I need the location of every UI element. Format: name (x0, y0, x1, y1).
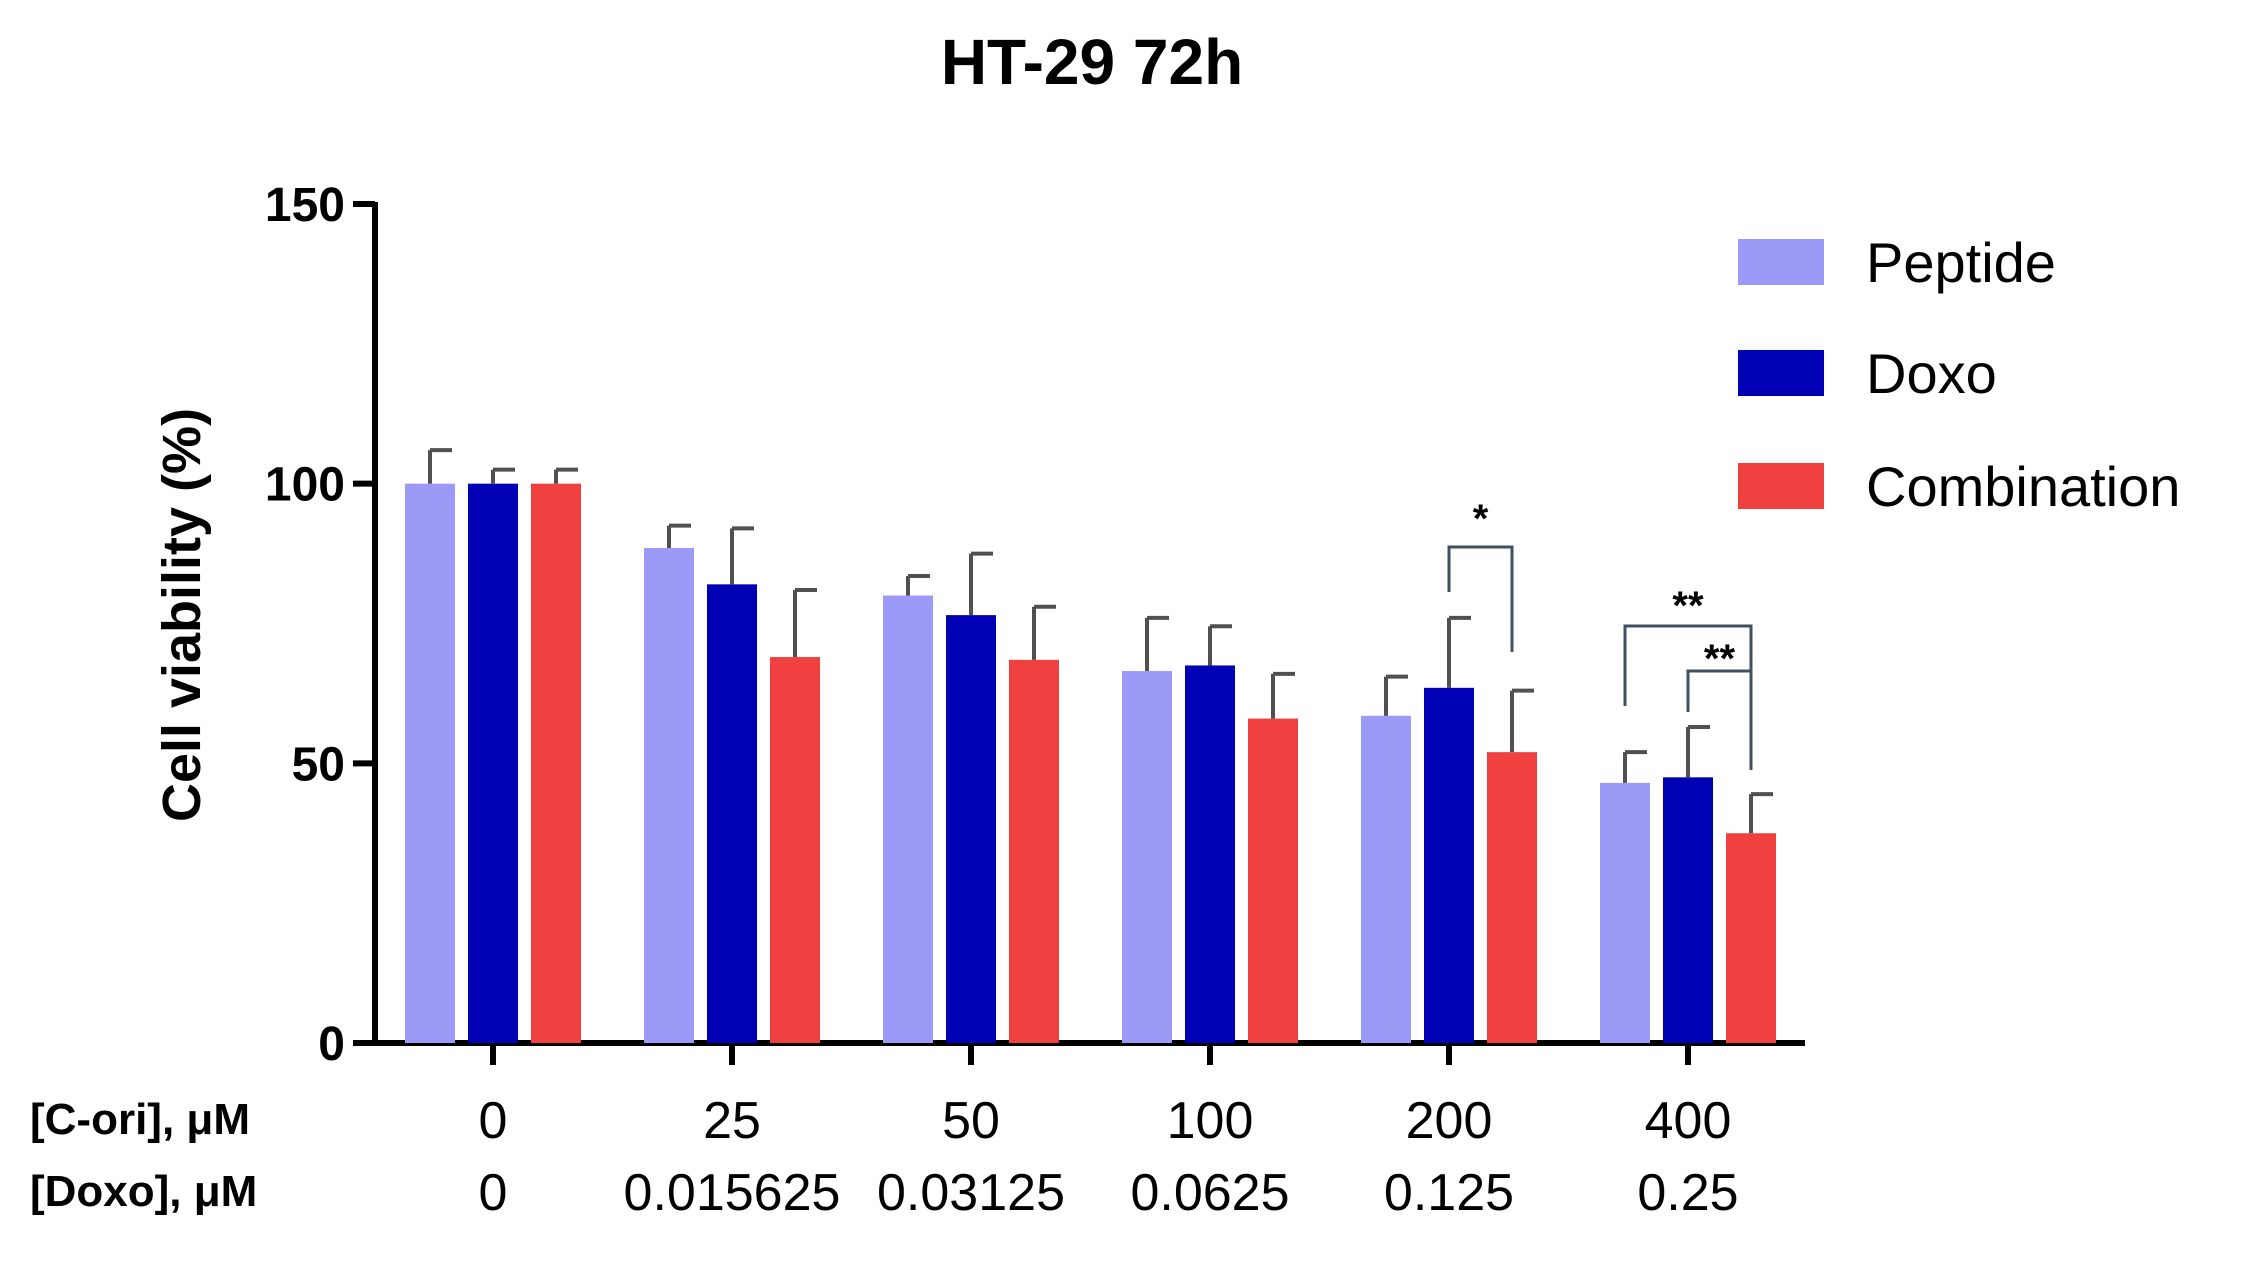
bar-doxo (1424, 687, 1474, 1043)
x-tick-label: 0.25 (1637, 1164, 1738, 1222)
bar-doxo (946, 615, 996, 1043)
legend-swatch-combination (1738, 463, 1824, 509)
y-tick-label: 100 (265, 459, 345, 512)
bar-combination (1726, 833, 1776, 1043)
legend-swatch-doxo (1738, 350, 1824, 396)
bar-doxo (707, 584, 757, 1043)
legend-label: Combination (1866, 455, 2180, 518)
bar-doxo (468, 483, 518, 1044)
x-tick-label: 0.125 (1384, 1164, 1514, 1222)
significance-bracket: * (1447, 497, 1514, 652)
bar-combination (531, 483, 581, 1044)
bar-combination (1248, 718, 1298, 1043)
legend-label: Peptide (1866, 231, 2056, 294)
bar-combination (770, 657, 820, 1043)
y-tick-label: 50 (292, 738, 345, 791)
bar-doxo (1185, 665, 1235, 1043)
x-tick-label: 0.0625 (1130, 1164, 1289, 1222)
bar-peptide (883, 595, 933, 1043)
bar-doxo (1663, 777, 1713, 1043)
chart-title: HT-29 72h (941, 26, 1243, 98)
bar-peptide (1600, 782, 1650, 1043)
significance-label: ** (1672, 584, 1704, 628)
significance-bracket-line (1686, 669, 1753, 770)
bar-combination (1009, 659, 1059, 1043)
legend: Peptide Doxo Combination (1738, 231, 2180, 518)
x-tick-label: 0.03125 (877, 1164, 1065, 1222)
x-tick-label: 0.015625 (624, 1164, 841, 1222)
significance-bracket: ** (1686, 637, 1753, 770)
bar-peptide (644, 547, 694, 1043)
x-tick-label: 400 (1645, 1092, 1732, 1150)
y-tick-label: 0 (318, 1018, 345, 1071)
plot-area: 0 50 100 150 [C-ori], μM 0 25 50 100 200 400 [Doxo]… (30, 179, 1805, 1222)
x-tick-label: 200 (1406, 1092, 1493, 1150)
legend-swatch-peptide (1738, 239, 1824, 285)
x-tick-label: 25 (703, 1092, 761, 1150)
x-tick-label: 50 (942, 1092, 1000, 1150)
bar-peptide (1361, 715, 1411, 1043)
significance-bracket: ** (1623, 584, 1753, 770)
x-tick-label: 0 (479, 1092, 508, 1150)
significance-label: ** (1704, 637, 1736, 681)
legend-label: Doxo (1866, 342, 1997, 405)
bar-peptide (1122, 671, 1172, 1043)
y-axis-label: Cell viability (%) (152, 408, 212, 822)
significance-bracket-line (1447, 545, 1514, 652)
category-row-label: [C-ori], μM (30, 1095, 250, 1144)
x-tick-label: 0 (479, 1164, 508, 1222)
bar-combination (1487, 752, 1537, 1043)
x-tick-label: 100 (1167, 1092, 1254, 1150)
y-tick-label: 150 (265, 179, 345, 232)
significance-label: * (1473, 497, 1489, 541)
bar-peptide (405, 483, 455, 1044)
category-row-label: [Doxo], μM (30, 1167, 257, 1216)
